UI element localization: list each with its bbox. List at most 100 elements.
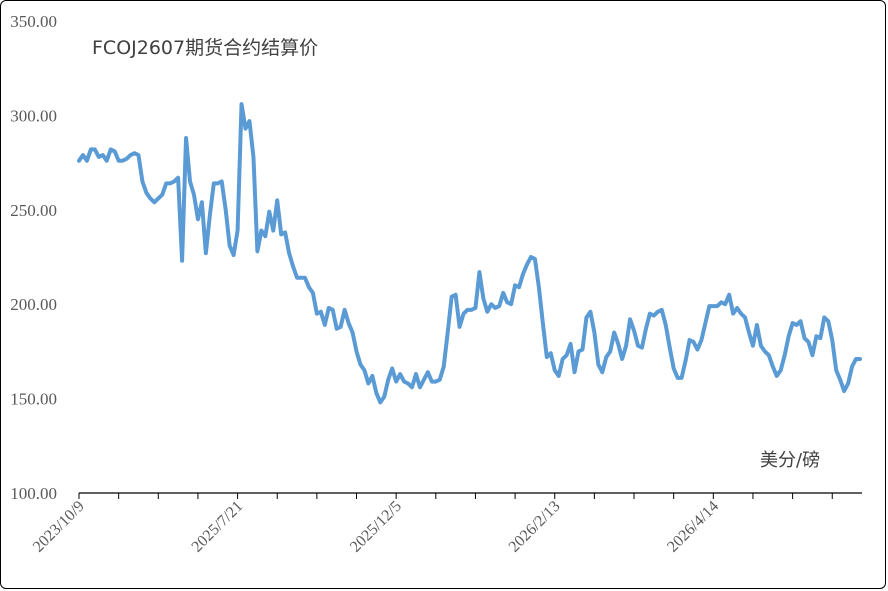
data-point bbox=[422, 378, 425, 381]
y-axis-tick-labels: 100.00 150.00 200.00 250.00 300.00 350.00 bbox=[10, 12, 57, 503]
data-point bbox=[466, 308, 469, 311]
data-point bbox=[751, 344, 754, 347]
data-point bbox=[494, 306, 497, 309]
settlement-price-line bbox=[77, 102, 862, 405]
data-point bbox=[391, 367, 394, 370]
x-tick-label: 2026/4/14 bbox=[664, 498, 722, 556]
y-tick-label: 250.00 bbox=[10, 201, 57, 220]
data-point bbox=[89, 148, 92, 151]
data-point bbox=[97, 155, 100, 158]
data-point bbox=[363, 369, 366, 372]
data-point bbox=[296, 276, 299, 279]
data-point bbox=[101, 154, 104, 157]
data-point bbox=[454, 293, 457, 296]
data-point bbox=[522, 272, 525, 275]
data-point bbox=[323, 323, 326, 326]
data-point bbox=[78, 159, 81, 162]
data-point bbox=[121, 159, 124, 162]
data-point bbox=[434, 380, 437, 383]
data-point bbox=[268, 210, 271, 213]
data-point bbox=[462, 312, 465, 315]
unit-label: 美分/磅 bbox=[760, 450, 820, 471]
data-point bbox=[613, 331, 616, 334]
data-point bbox=[557, 374, 560, 377]
data-point bbox=[85, 159, 88, 162]
data-point bbox=[450, 295, 453, 298]
data-point bbox=[700, 339, 703, 342]
data-point bbox=[414, 373, 417, 376]
data-point bbox=[803, 337, 806, 340]
data-point bbox=[775, 374, 778, 377]
data-point bbox=[161, 193, 164, 196]
y-tick-label: 350.00 bbox=[10, 12, 57, 31]
data-point bbox=[307, 286, 310, 289]
data-point bbox=[569, 342, 572, 345]
data-point bbox=[688, 339, 691, 342]
data-point bbox=[165, 182, 168, 185]
data-point bbox=[827, 320, 830, 323]
data-point bbox=[208, 214, 211, 217]
y-tick-label: 150.00 bbox=[10, 390, 57, 409]
data-point bbox=[264, 235, 267, 238]
chart-title: FCOJ2607期货合约结算价 bbox=[92, 37, 318, 59]
data-point bbox=[859, 357, 862, 360]
data-point bbox=[355, 350, 358, 353]
data-point bbox=[240, 103, 243, 106]
data-point bbox=[787, 335, 790, 338]
data-point bbox=[640, 346, 643, 349]
data-point bbox=[196, 218, 199, 221]
data-point bbox=[541, 322, 544, 325]
data-point bbox=[474, 306, 477, 309]
data-point bbox=[823, 316, 826, 319]
data-point bbox=[498, 305, 501, 308]
data-point bbox=[141, 180, 144, 183]
data-point bbox=[367, 382, 370, 385]
data-point bbox=[807, 340, 810, 343]
data-point bbox=[811, 354, 814, 357]
data-point bbox=[347, 322, 350, 325]
data-point bbox=[617, 342, 620, 345]
data-point bbox=[248, 120, 251, 123]
data-point bbox=[506, 301, 509, 304]
data-point bbox=[129, 154, 132, 157]
data-point bbox=[537, 286, 540, 289]
data-point bbox=[303, 276, 306, 279]
data-point bbox=[244, 127, 247, 130]
data-point bbox=[664, 323, 667, 326]
data-point bbox=[676, 376, 679, 379]
data-point bbox=[280, 233, 283, 236]
data-point bbox=[359, 363, 362, 366]
data-point bbox=[668, 346, 671, 349]
data-point bbox=[843, 390, 846, 393]
data-point bbox=[228, 244, 231, 247]
data-point bbox=[755, 323, 758, 326]
data-point bbox=[684, 359, 687, 362]
data-point bbox=[851, 365, 854, 368]
data-point bbox=[609, 350, 612, 353]
data-point bbox=[173, 180, 176, 183]
data-point bbox=[839, 378, 842, 381]
data-point bbox=[137, 154, 140, 157]
data-point bbox=[446, 331, 449, 334]
data-point bbox=[93, 148, 96, 151]
data-point bbox=[815, 335, 818, 338]
data-point bbox=[113, 150, 116, 153]
data-point bbox=[525, 263, 528, 266]
data-point bbox=[704, 322, 707, 325]
data-point bbox=[387, 378, 390, 381]
data-point bbox=[712, 305, 715, 308]
data-point bbox=[133, 152, 136, 155]
data-point bbox=[533, 257, 536, 260]
data-point bbox=[791, 322, 794, 325]
data-point bbox=[185, 137, 188, 140]
data-point bbox=[375, 391, 378, 394]
data-point bbox=[502, 291, 505, 294]
data-point bbox=[438, 378, 441, 381]
data-point bbox=[692, 340, 695, 343]
data-point bbox=[708, 305, 711, 308]
data-point bbox=[395, 380, 398, 383]
data-point bbox=[601, 371, 604, 374]
data-point bbox=[716, 305, 719, 308]
data-point bbox=[224, 208, 227, 211]
